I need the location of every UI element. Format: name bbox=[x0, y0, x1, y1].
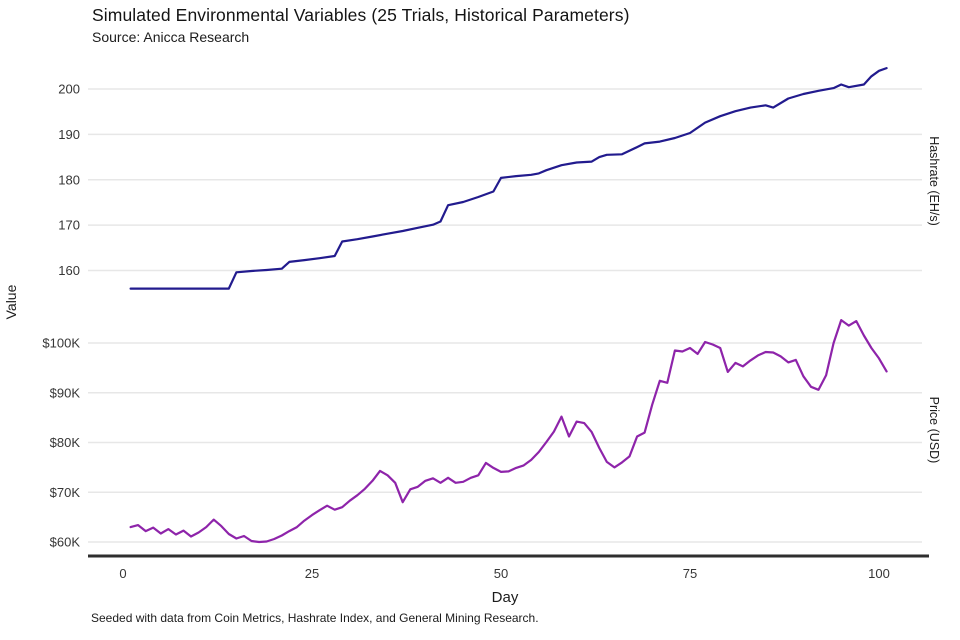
price-axis-label: Price (USD) bbox=[927, 396, 941, 464]
source-caption: Seeded with data from Coin Metrics, Hash… bbox=[91, 611, 539, 625]
y-tick-label: $90K bbox=[50, 385, 81, 400]
x-tick-label: 50 bbox=[494, 566, 508, 581]
y-tick-label: 180 bbox=[58, 172, 80, 187]
chart-title: Simulated Environmental Variables (25 Tr… bbox=[92, 5, 630, 25]
x-tick-label: 0 bbox=[119, 566, 126, 581]
y-axis-label: Value bbox=[3, 284, 19, 320]
y-tick-label: $60K bbox=[50, 535, 81, 550]
x-tick-label: 75 bbox=[683, 566, 697, 581]
hashrate-axis-label: Hashrate (EH/s) bbox=[927, 136, 941, 226]
x-tick-label: 100 bbox=[868, 566, 890, 581]
y-tick-label: $100K bbox=[42, 336, 80, 351]
price-series-line bbox=[129, 319, 888, 544]
hashrate-series-line bbox=[129, 66, 888, 290]
y-tick-label: $80K bbox=[50, 435, 81, 450]
y-tick-label: 190 bbox=[58, 127, 80, 142]
x-axis-label: Day bbox=[491, 589, 519, 606]
x-tick-label: 25 bbox=[305, 566, 319, 581]
y-tick-label: $70K bbox=[50, 485, 81, 500]
chart-subtitle: Source: Anicca Research bbox=[92, 29, 250, 45]
y-tick-label: 160 bbox=[58, 263, 80, 278]
y-tick-label: 170 bbox=[58, 218, 80, 233]
y-tick-label: 200 bbox=[58, 82, 80, 97]
